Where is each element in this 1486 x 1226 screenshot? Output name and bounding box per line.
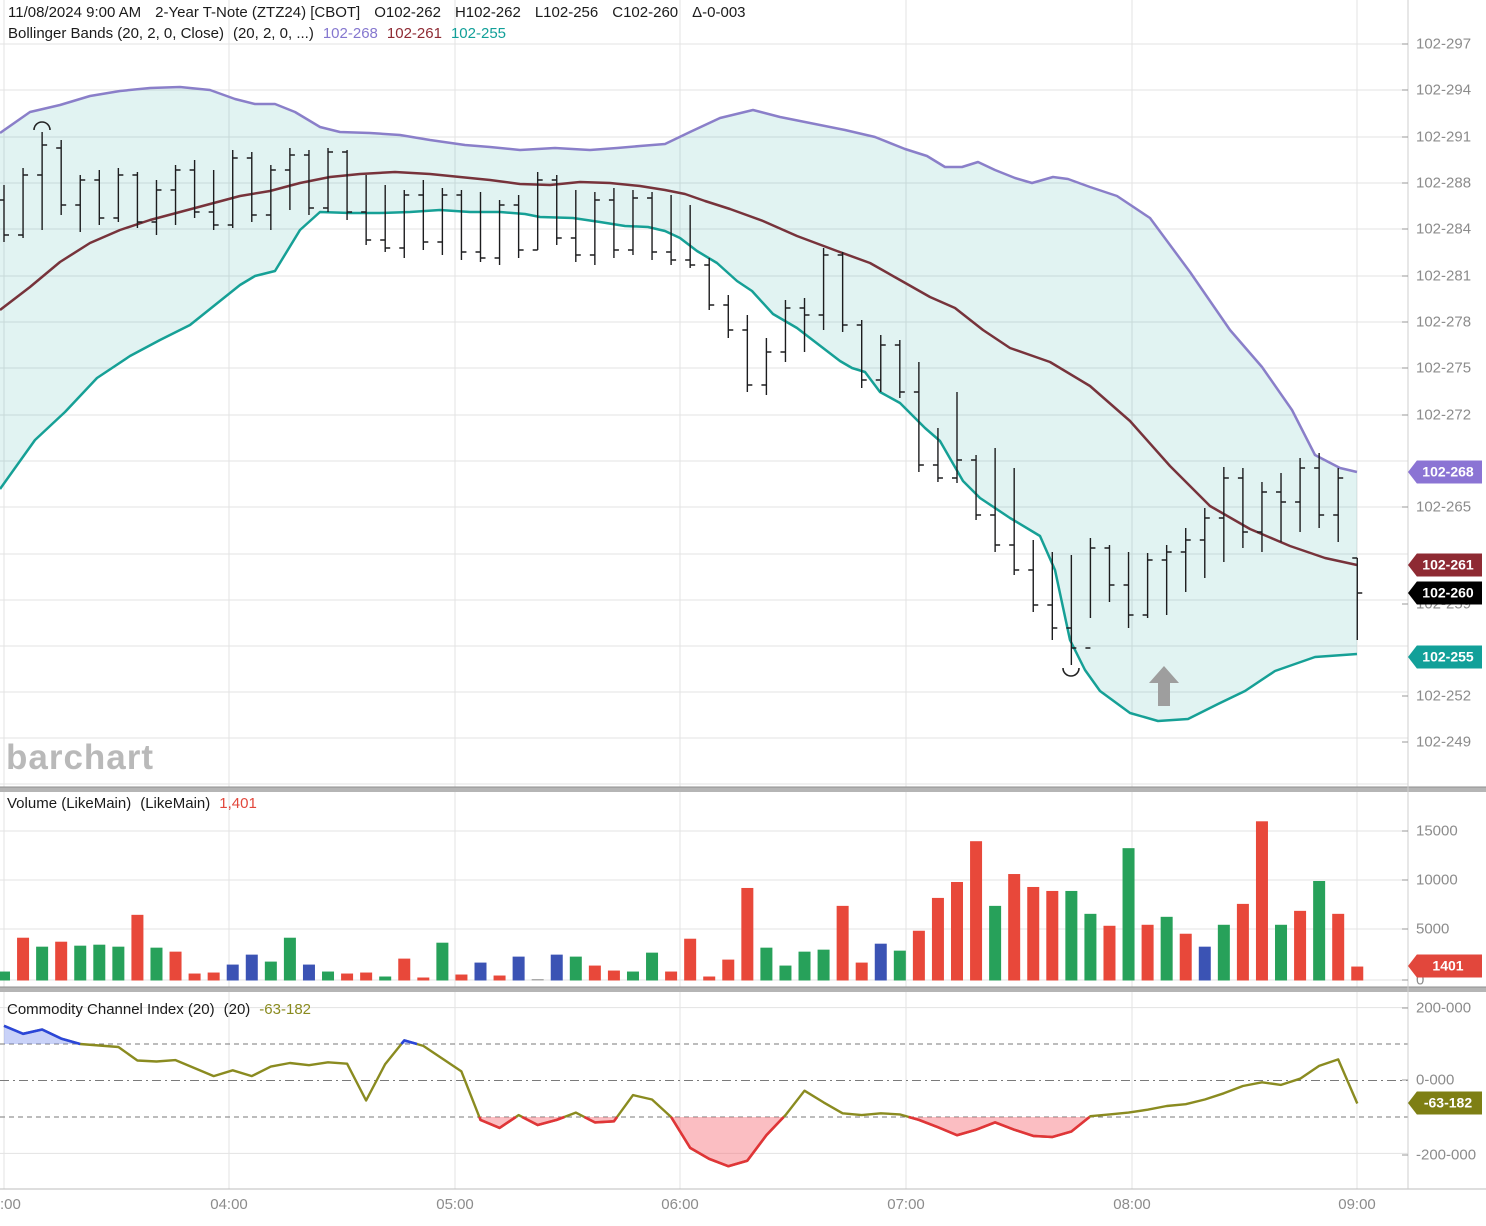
volume-pane-params: (LikeMain) — [140, 795, 211, 812]
bollinger-band-value: 102-261 — [386, 25, 442, 42]
quote-field: Δ-0-003 — [692, 4, 746, 21]
barchart-logo: barchart — [6, 738, 155, 777]
volume-pane-legend: Volume (LikeMain) (LikeMain) 1,401 — [7, 795, 257, 812]
y-axis-label: 102-281 — [1416, 267, 1472, 285]
cci-pane-legend: Commodity Channel Index (20) (20) -63-18… — [7, 1001, 311, 1018]
volume-pane-title: Volume (LikeMain) — [7, 795, 132, 812]
y-axis-label: 102-265 — [1416, 498, 1472, 516]
y-axis-label: 102-297 — [1416, 35, 1472, 53]
cci-last-value: -63-182 — [259, 1001, 311, 1018]
y-axis-label: 102-288 — [1416, 174, 1472, 192]
quote-field: C102-260 — [612, 4, 679, 21]
y-axis-label: 102-284 — [1416, 220, 1472, 238]
x-axis-label: :00 — [0, 1196, 21, 1213]
x-axis-label: 06:00 — [661, 1196, 699, 1213]
volume-gridlines — [0, 830, 1408, 981]
pane-dividers — [0, 0, 1486, 1190]
x-axis-label: 04:00 — [210, 1196, 248, 1213]
y-axis-label: 5000 — [1416, 920, 1450, 938]
up-arrow-marker — [1149, 666, 1179, 706]
x-axis-label: 09:00 — [1338, 1196, 1376, 1213]
bollinger-legend-params: (20, 2, 0, ...) — [232, 25, 314, 42]
lower-band-badge: 102-255 — [1408, 645, 1482, 669]
y-axis-label: 15000 — [1416, 822, 1458, 840]
y-axis-label: 102-275 — [1416, 359, 1472, 377]
volume-badge: 1401 — [1408, 954, 1482, 978]
y-axis-label: 102-249 — [1416, 733, 1472, 751]
bollinger-legend-label: Bollinger Bands (20, 2, 0, Close) — [8, 25, 224, 42]
x-axis-label: 08:00 — [1113, 1196, 1151, 1213]
bollinger-legend: Bollinger Bands (20, 2, 0, Close) (20, 2… — [8, 25, 506, 42]
x-axis-label: 05:00 — [436, 1196, 474, 1213]
middle-band-badge: 102-261 — [1408, 553, 1482, 577]
y-axis-label: 102-272 — [1416, 406, 1472, 424]
y-axis-label: -200-000 — [1416, 1146, 1477, 1164]
arc-top-marker — [33, 121, 51, 131]
bollinger-band-value: 102-268 — [322, 25, 378, 42]
quote-field: 2-Year T-Note (ZTZ24) [CBOT] — [155, 4, 361, 21]
y-axis-label: 102-252 — [1416, 687, 1472, 705]
quote-header: 11/08/2024 9:00 AM 2-Year T-Note (ZTZ24) … — [8, 4, 746, 21]
cci-pane-title: Commodity Channel Index (20) — [7, 1001, 215, 1018]
cci-line — [3, 1024, 1359, 1168]
upper-band-badge: 102-268 — [1408, 460, 1482, 484]
y-axis-label: 102-294 — [1416, 81, 1472, 99]
y-axis-label: 102-291 — [1416, 128, 1472, 146]
bollinger-band-value: 102-255 — [450, 25, 507, 42]
price-gridlines — [0, 43, 1408, 785]
last-price-badge: 102-260 — [1408, 581, 1482, 605]
bollinger-bands — [0, 85, 1358, 723]
cci-badge: -63-182 — [1408, 1091, 1482, 1115]
quote-field: O102-262 — [374, 4, 441, 21]
y-axis-label: 0-000 — [1416, 1071, 1455, 1089]
y-axis-label: 10000 — [1416, 871, 1458, 889]
y-axis-label: 200-000 — [1416, 999, 1472, 1017]
y-axis-label: 0 — [1416, 971, 1425, 989]
cci-reference-lines — [0, 1007, 1408, 1154]
annotations — [33, 121, 1179, 706]
quote-field: 11/08/2024 9:00 AM — [8, 4, 142, 21]
y-axis-label: 102-278 — [1416, 313, 1472, 331]
quote-field: H102-262 — [454, 4, 521, 21]
x-axis-label: 07:00 — [887, 1196, 925, 1213]
bollinger-legend-values: 102-268 102-261 102-255 — [323, 25, 506, 42]
quote-field: L102-256 — [534, 4, 599, 21]
volume-bars — [0, 821, 1364, 981]
volume-last-value: 1,401 — [219, 795, 257, 812]
ohlc-bars — [0, 132, 1363, 665]
cci-pane-params: (20) — [223, 1001, 251, 1018]
arc-bottom-marker — [1062, 667, 1080, 677]
